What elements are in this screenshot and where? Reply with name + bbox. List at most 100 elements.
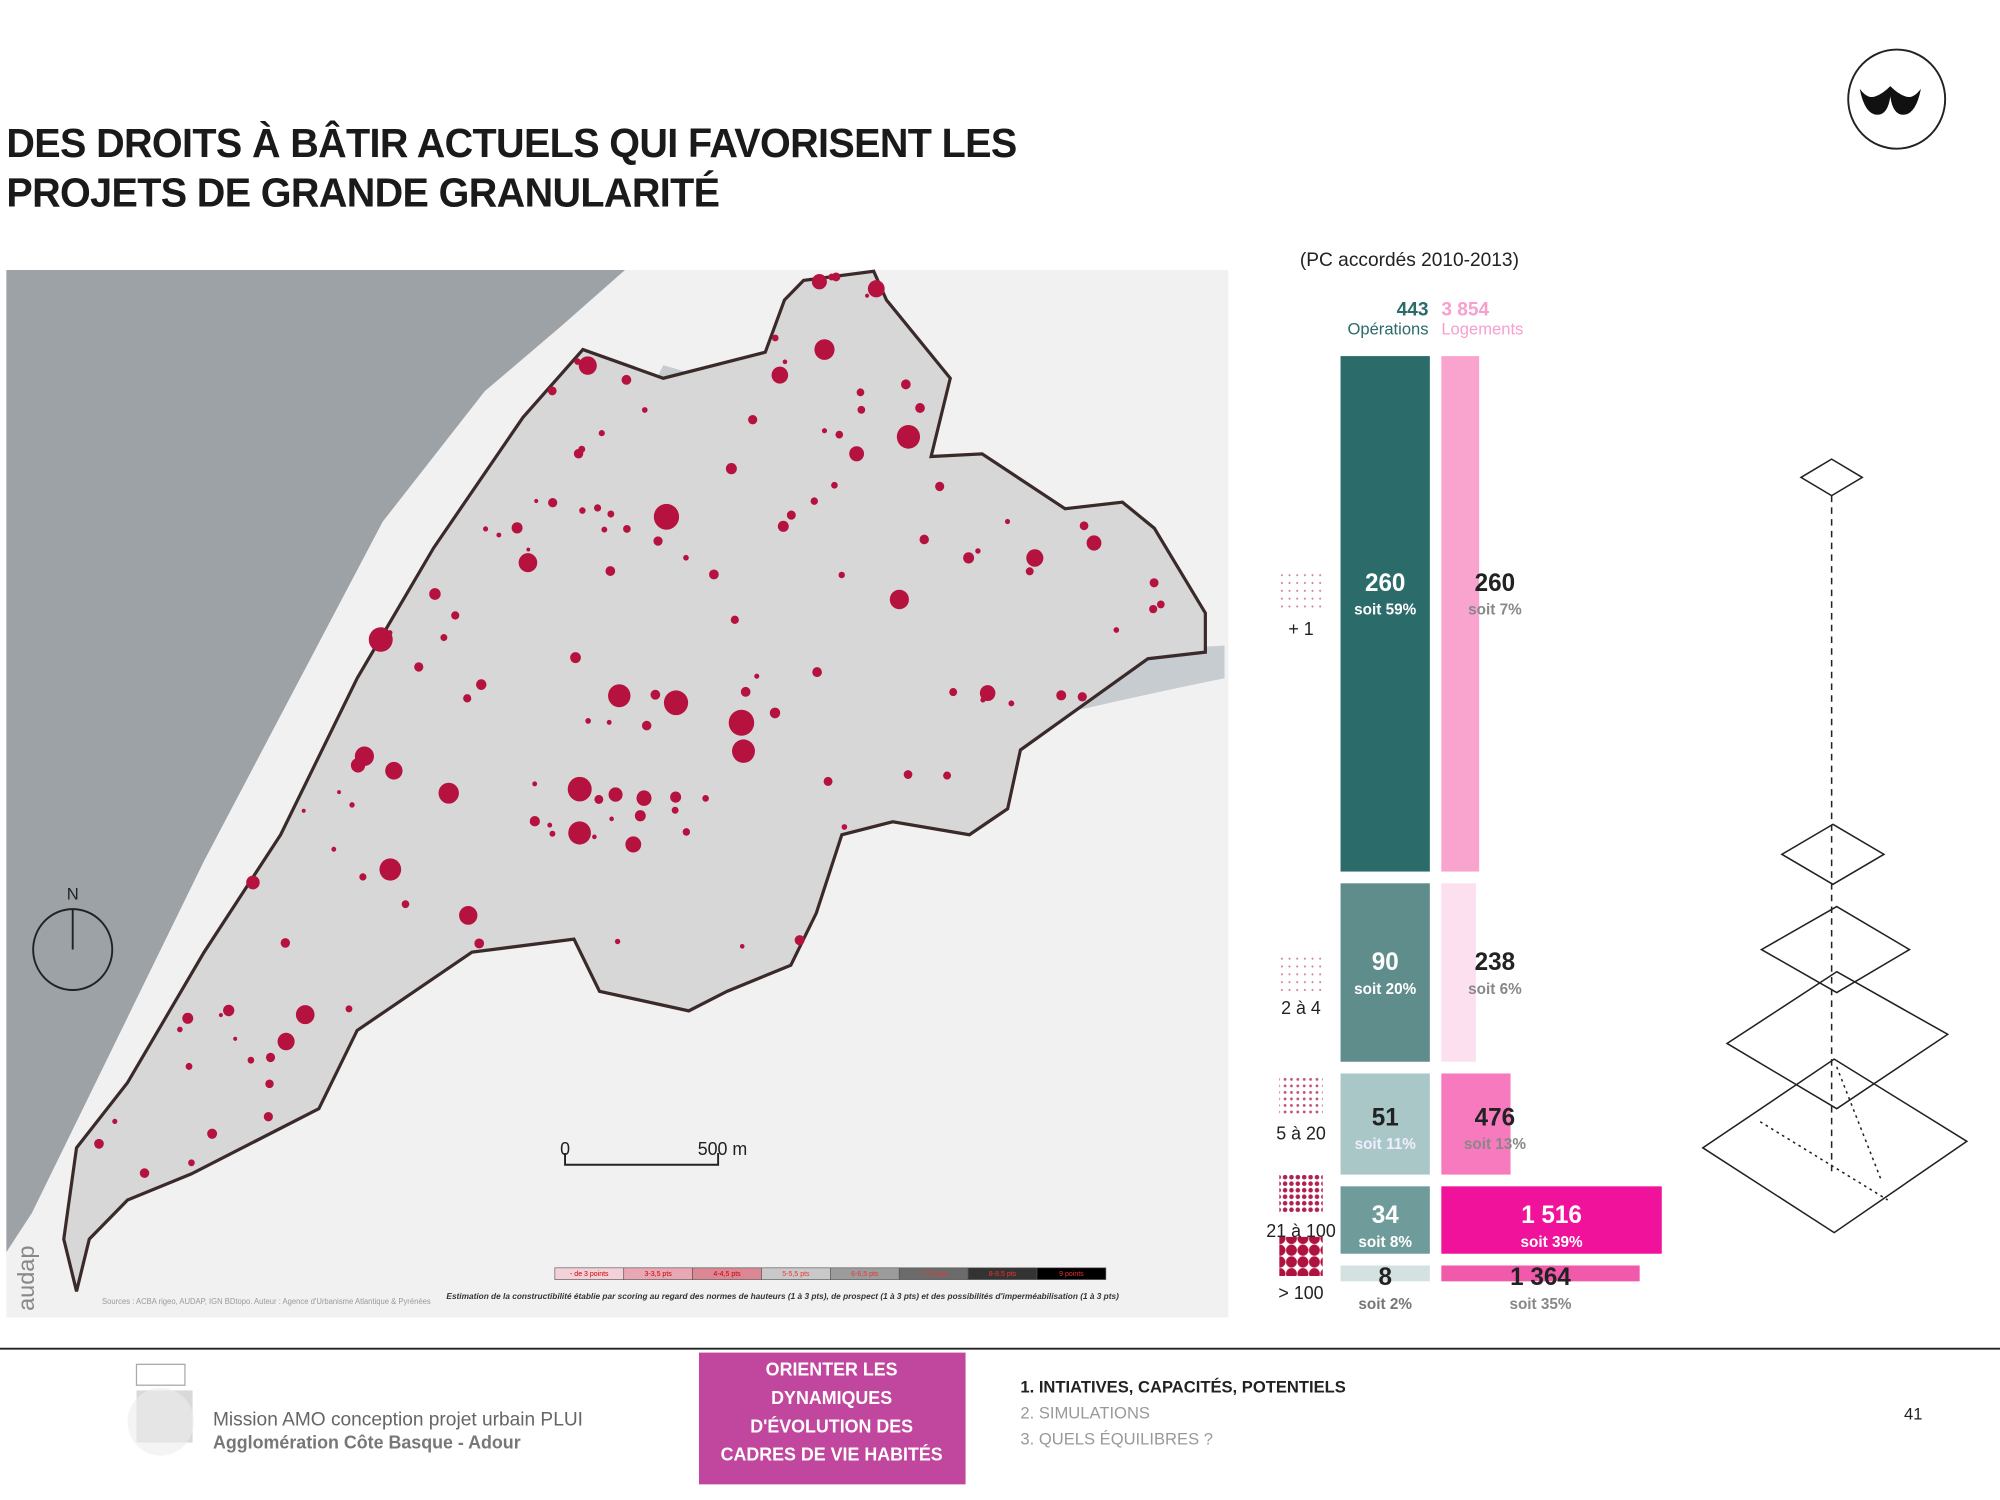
category-icon <box>1279 1174 1323 1215</box>
map-point <box>182 1012 194 1024</box>
isometric-diagram <box>1701 458 1969 1234</box>
map-point <box>702 795 709 802</box>
value-label: 260 <box>1475 570 1515 597</box>
map-point <box>463 694 472 703</box>
legend-entry: Logements <box>1441 319 1523 338</box>
map-point <box>777 520 789 532</box>
value-label: 476 <box>1475 1104 1515 1131</box>
map-point <box>614 938 621 945</box>
legend-entry: Opérations <box>1347 319 1428 338</box>
map-point <box>943 771 952 780</box>
operations-bar <box>1340 883 1430 1062</box>
chart-subtitle: (PC accordés 2010-2013) <box>1300 249 1519 271</box>
map-legend-label: 5-5,5 pts <box>782 1270 810 1278</box>
map-point <box>350 757 366 773</box>
section-line: ORIENTER LES <box>766 1360 898 1380</box>
map-point <box>598 430 605 437</box>
map-point <box>653 536 663 546</box>
map-point <box>218 1012 223 1018</box>
map-point <box>831 481 838 489</box>
map-point <box>641 720 652 731</box>
map-point <box>207 1128 218 1139</box>
map-point <box>949 688 958 697</box>
map-point <box>605 566 616 576</box>
map-point <box>387 630 393 636</box>
map-point <box>786 510 796 520</box>
map-point <box>1086 535 1102 551</box>
map-legend-label: 9 points <box>1059 1270 1084 1278</box>
map-point <box>1008 700 1015 707</box>
share-label: soit 35% <box>1509 1296 1571 1313</box>
value-label: 1 516 <box>1521 1202 1582 1229</box>
map-point <box>771 366 789 384</box>
map-point <box>606 719 612 725</box>
map-point <box>608 787 623 802</box>
value-label: 51 <box>1372 1104 1399 1131</box>
map-point <box>621 374 632 385</box>
map-point <box>641 407 648 413</box>
map-point <box>1079 521 1089 531</box>
map-point <box>429 588 441 600</box>
map-legend-label: - de 3 points <box>570 1270 609 1278</box>
map-point <box>246 875 260 890</box>
operations-bar <box>1340 1265 1430 1282</box>
scale-label: 500 m <box>698 1139 748 1159</box>
map-point <box>857 405 866 414</box>
map-point <box>838 571 845 579</box>
map-point <box>728 709 755 736</box>
share-label: soit 13% <box>1464 1136 1526 1153</box>
map-point <box>368 627 393 652</box>
map-point <box>265 1052 276 1063</box>
chart: 443 3 854 Opérations Logements 260 soit 59% 26… <box>1266 298 1662 1313</box>
map-point <box>865 293 870 298</box>
map-legend-label: 4-4,5 pts <box>713 1270 741 1278</box>
map-point <box>754 673 760 679</box>
map-point <box>188 1159 195 1167</box>
operations-bar <box>1340 1073 1430 1175</box>
map-point <box>607 510 615 518</box>
map-point <box>634 810 646 822</box>
map-point <box>979 685 996 702</box>
map-point <box>782 359 788 365</box>
map-point <box>578 356 597 375</box>
map-point <box>828 273 835 281</box>
plui-logo <box>127 1363 194 1456</box>
logements-bar <box>1441 356 1480 872</box>
logements-bar <box>1441 883 1476 1062</box>
map-point <box>794 935 805 946</box>
map-point <box>401 900 410 909</box>
map-point <box>975 548 981 554</box>
value-label: 90 <box>1372 949 1399 976</box>
category-label: 5 à 20 <box>1276 1123 1326 1143</box>
map-point <box>682 828 691 836</box>
map-point <box>440 634 448 642</box>
map-point <box>841 824 848 830</box>
map-point <box>574 358 581 365</box>
map-sources: Sources : ACBA rigeo, AUDAP, IGN BDtopo.… <box>102 1297 431 1306</box>
page-number: 41 <box>1904 1405 1922 1424</box>
map-point <box>547 822 553 828</box>
category-icon <box>1279 1236 1323 1277</box>
value-label: 8 <box>1378 1264 1391 1291</box>
operations-bar <box>1340 356 1430 872</box>
map-point <box>683 554 689 561</box>
category-label: 2 à 4 <box>1281 998 1321 1018</box>
map-point <box>1056 690 1067 701</box>
map-point <box>1025 567 1034 576</box>
nav-item: 3. QUELS ÉQUILIBRES ? <box>1020 1429 1213 1448</box>
map-brand: audap <box>13 1246 39 1311</box>
map-legend-label: 7-7,5 pts <box>920 1270 948 1278</box>
map-point <box>896 424 921 449</box>
map-point <box>1157 600 1165 609</box>
map-point <box>867 280 885 298</box>
map-point <box>823 776 833 786</box>
map-point <box>573 448 584 459</box>
map-point <box>177 1026 183 1033</box>
title-line: DES DROITS À BÂTIR ACTUELS QUI FAVORISEN… <box>6 119 1016 166</box>
map-point <box>549 830 556 837</box>
category-label: 21 à 100 <box>1266 1221 1335 1241</box>
series-total: 3 854 <box>1441 298 1489 320</box>
share-label: soit 20% <box>1354 981 1416 998</box>
map-point <box>1113 627 1120 633</box>
